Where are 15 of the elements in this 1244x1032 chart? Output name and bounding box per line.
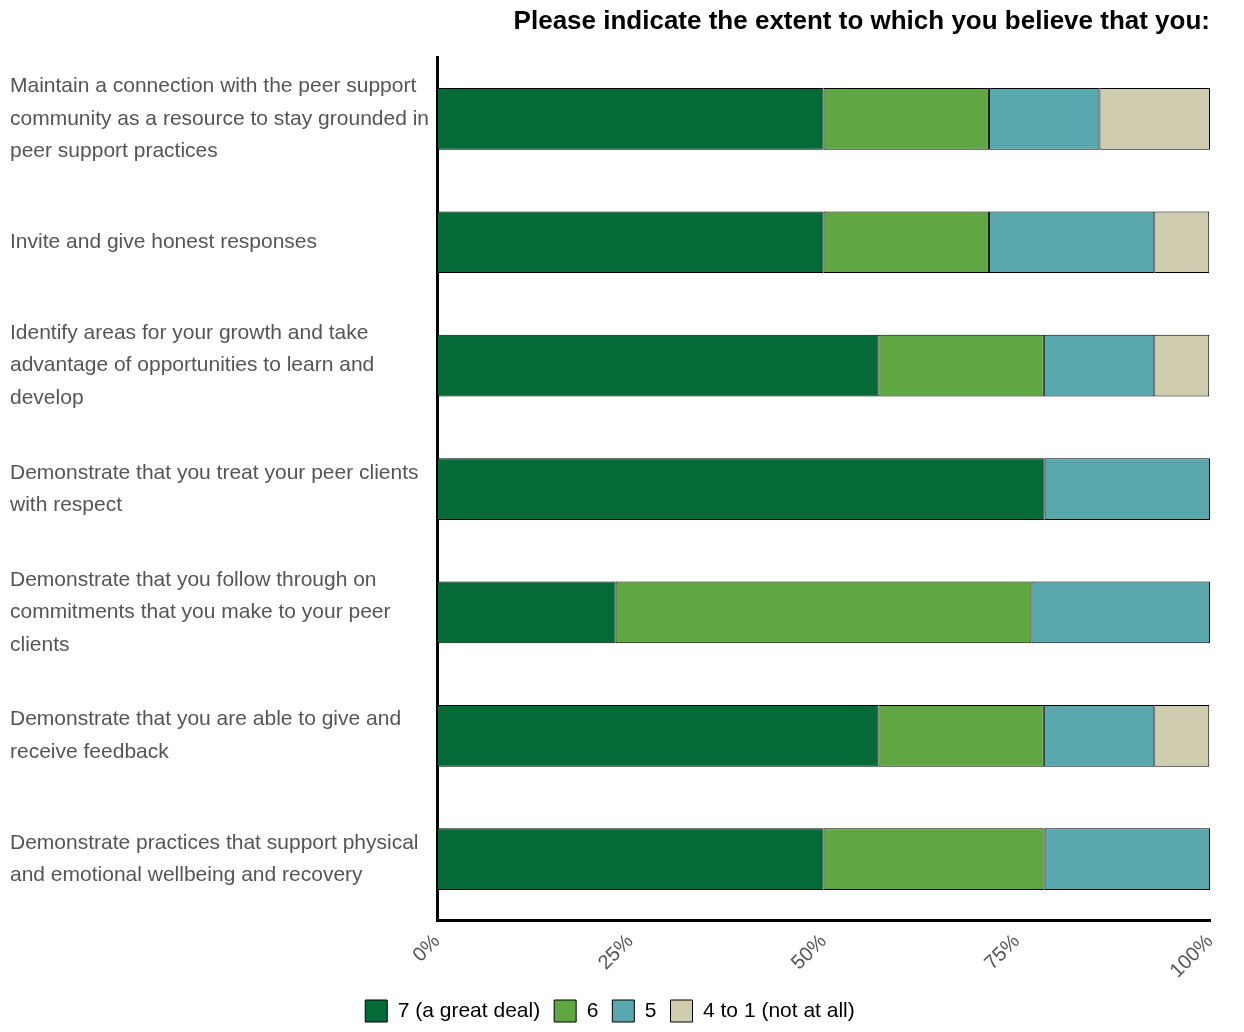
x-tick-label: 50% — [786, 929, 831, 974]
y-tick-label: Demonstrate practices that support physical and emotional wellbeing and recovery — [10, 829, 419, 886]
y-tick-label: Demonstrate that you treat your peer clients with respect — [9, 459, 419, 516]
legend-label: 7 (a great deal) — [397, 997, 541, 1021]
y-tick-label: Maintain a connection with the peer support community as a resource to stay grounded in peer support practices — [10, 73, 430, 162]
y-tick-label: Demonstrate that you are able to give and receive feedback — [10, 706, 402, 762]
legend-label: 5 — [644, 997, 657, 1021]
chart-title: Please indicate the extent to which you believe that you: — [513, 4, 1210, 35]
y-tick-label: Identify areas for your growth and take advantage of opportunities to learn and develop — [10, 319, 375, 408]
x-tick-label: 0% — [407, 929, 444, 966]
legend-label: 6 — [586, 997, 599, 1021]
y-tick-label: Demonstrate that you follow through on commitments that you make to your peer clients — [10, 566, 391, 655]
y-tick-label: Invite and give honest responses — [10, 229, 318, 253]
x-tick-label: 75% — [979, 929, 1024, 974]
legend-label: 4 to 1 (not at all) — [703, 997, 855, 1021]
